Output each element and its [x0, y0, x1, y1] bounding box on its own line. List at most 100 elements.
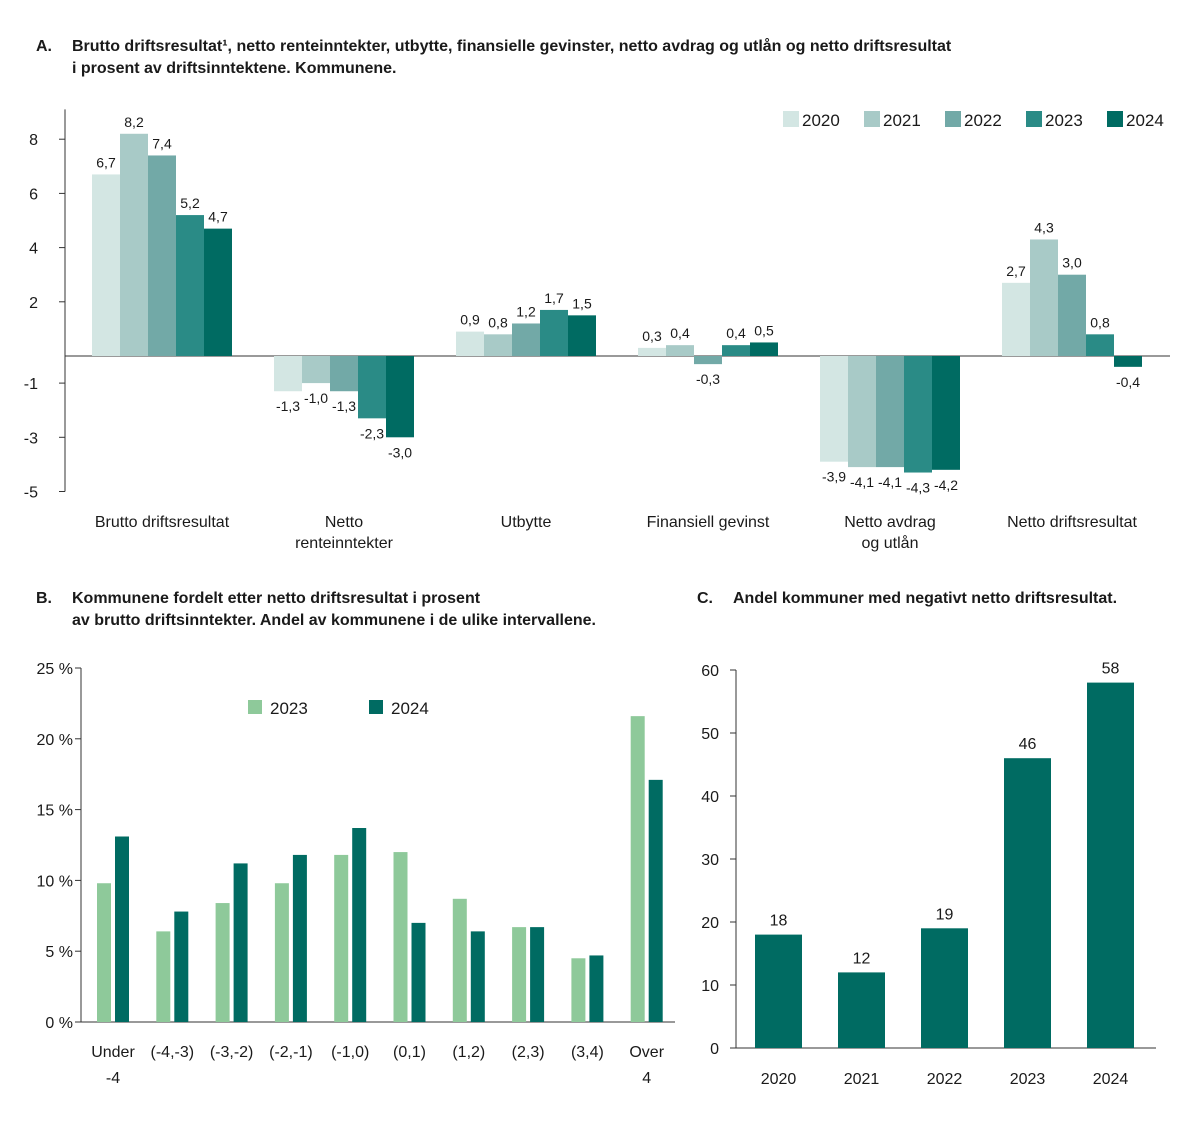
- bar-2024: [292, 854, 307, 1022]
- category-label: Utbytte: [501, 514, 552, 531]
- category-label: renteinntekter: [295, 535, 394, 552]
- category-label: 2024: [1093, 1071, 1129, 1088]
- bar-2023: [334, 854, 349, 1022]
- panel-b-letter: B.: [36, 590, 52, 607]
- bar-2023: [1004, 758, 1051, 1048]
- bar-2023: [512, 927, 527, 1022]
- category-label: 4: [642, 1070, 651, 1087]
- bar-2021: [484, 334, 512, 356]
- data-label: -1,3: [276, 398, 300, 414]
- bar-2024: [648, 779, 663, 1022]
- bar-2020: [274, 356, 302, 392]
- data-label: 0,9: [460, 312, 480, 328]
- y-tick-label: 6: [29, 186, 38, 203]
- data-label: 46: [1019, 736, 1037, 753]
- category-label: (-2,-1): [269, 1044, 313, 1061]
- bar-2023: [176, 215, 204, 356]
- category-label: (-1,0): [331, 1044, 369, 1061]
- data-label: -3,9: [822, 469, 846, 485]
- data-label: -4,3: [906, 480, 930, 496]
- data-label: 1,2: [516, 303, 536, 319]
- y-tick-label: 0: [710, 1041, 719, 1058]
- bar-2024: [204, 228, 232, 356]
- bar-2024: [233, 863, 248, 1022]
- panel-c-letter: C.: [697, 590, 713, 607]
- panel-a-title-line1: Brutto driftsresultat¹, netto renteinnte…: [72, 38, 952, 55]
- y-tick-label: 10 %: [37, 873, 73, 890]
- bar-2022: [1058, 274, 1086, 356]
- bar-2023: [630, 716, 645, 1022]
- bar-2020: [820, 356, 848, 462]
- bar-2021: [302, 356, 330, 384]
- bar-2022: [512, 323, 540, 356]
- y-tick-label: 0 %: [45, 1015, 73, 1032]
- bar-2023: [1086, 334, 1114, 356]
- bar-2021: [848, 356, 876, 468]
- chart-a: 8 6 4 2 -1 -3 -5 6,7 8,2 7,4 5,2 4,7 Brutto driftsre…: [24, 109, 1170, 552]
- panel-a-letter: A.: [36, 38, 52, 55]
- panel-b-title-line2: av brutto driftsinntekter. Andel av komm…: [72, 612, 596, 629]
- category-label: Under: [91, 1044, 135, 1061]
- bar-2024: [932, 356, 960, 470]
- y-tick-label: 4: [29, 241, 38, 258]
- bar-2020: [1002, 282, 1030, 356]
- bar-2023: [452, 898, 467, 1022]
- bar-2024: [530, 927, 545, 1022]
- y-tick-label: 10: [701, 978, 719, 995]
- data-label: 2,7: [1006, 263, 1026, 279]
- bar-2023: [571, 958, 586, 1022]
- data-label: 0,8: [488, 314, 508, 330]
- legend-swatch-2022: [945, 111, 961, 127]
- data-label: 1,5: [572, 295, 592, 311]
- y-tick-label: 60: [701, 663, 719, 680]
- y-tick-label: -1: [24, 376, 38, 393]
- bar-2023: [393, 852, 408, 1022]
- data-label: -1,0: [304, 390, 328, 406]
- data-label: 58: [1102, 661, 1120, 678]
- category-label: (-3,-2): [210, 1044, 254, 1061]
- data-label: 1,7: [544, 290, 564, 306]
- data-label: -0,3: [696, 371, 720, 387]
- y-tick-label: 40: [701, 789, 719, 806]
- y-tick-label: -5: [24, 485, 38, 502]
- category-label: -4: [106, 1070, 120, 1087]
- legend-label: 2024: [391, 699, 429, 718]
- bar-2024: [386, 356, 414, 438]
- data-label: 0,4: [726, 325, 746, 341]
- legend-label: 2024: [1126, 111, 1164, 130]
- y-tick-label: 25 %: [37, 661, 73, 678]
- bar-2022: [921, 928, 968, 1048]
- bar-2024: [352, 828, 367, 1022]
- legend-swatch-2023: [248, 700, 262, 714]
- panel-c-title-line1: Andel kommuner med negativt netto drifts…: [733, 590, 1118, 607]
- category-label: Over: [629, 1044, 664, 1061]
- data-label: 12: [853, 950, 871, 967]
- bar-2020: [755, 934, 802, 1048]
- y-tick-label: 20 %: [37, 732, 73, 749]
- bar-2024: [115, 836, 129, 1022]
- data-label: 4,3: [1034, 219, 1054, 235]
- bar-2023: [274, 883, 289, 1022]
- data-label: 6,7: [96, 154, 116, 170]
- data-label: -4,1: [850, 474, 874, 490]
- bar-2024: [589, 955, 604, 1022]
- legend-swatch-2024: [1107, 111, 1123, 127]
- bar-2024: [174, 911, 189, 1022]
- category-label: (0,1): [393, 1044, 426, 1061]
- bar-2022: [148, 155, 176, 356]
- bar-2023: [97, 883, 111, 1022]
- legend-label: 2022: [964, 111, 1002, 130]
- legend-swatch-2024: [369, 700, 383, 714]
- bar-2023: [540, 309, 568, 356]
- y-tick-label: 2: [29, 295, 38, 312]
- bar-2021: [666, 345, 694, 356]
- legend-label: 2023: [1045, 111, 1083, 130]
- legend-label: 2021: [883, 111, 921, 130]
- data-label: -4,2: [934, 477, 958, 493]
- bar-2023: [904, 356, 932, 473]
- category-label: 2021: [844, 1071, 880, 1088]
- y-tick-label: 8: [29, 132, 38, 149]
- category-label: 2022: [927, 1071, 963, 1088]
- category-label: 2020: [761, 1071, 797, 1088]
- bar-2022: [694, 356, 722, 365]
